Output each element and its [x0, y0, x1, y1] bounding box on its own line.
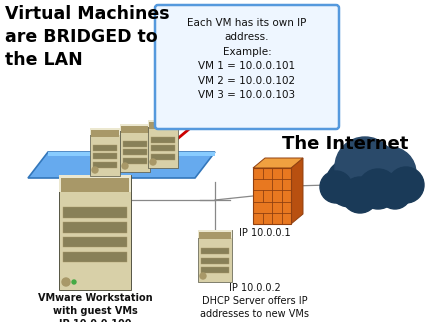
Bar: [61, 178, 129, 192]
FancyBboxPatch shape: [198, 230, 232, 282]
Circle shape: [379, 177, 411, 209]
Circle shape: [358, 169, 398, 209]
Bar: [149, 122, 177, 129]
Circle shape: [122, 163, 128, 169]
Bar: [123, 149, 147, 155]
Bar: [63, 222, 127, 232]
Circle shape: [335, 137, 395, 197]
Bar: [121, 126, 149, 133]
Bar: [151, 146, 175, 151]
Bar: [151, 154, 175, 160]
Bar: [253, 168, 291, 224]
Text: The Internet: The Internet: [282, 135, 408, 153]
Text: Virtual Machines
are BRIDGED to
the LAN: Virtual Machines are BRIDGED to the LAN: [5, 5, 170, 69]
Circle shape: [320, 171, 352, 203]
Bar: [63, 252, 127, 262]
Circle shape: [92, 167, 98, 173]
Bar: [91, 130, 119, 137]
Bar: [148, 120, 178, 127]
Bar: [201, 248, 229, 254]
Polygon shape: [28, 152, 215, 178]
Circle shape: [150, 159, 156, 165]
Bar: [201, 258, 229, 264]
FancyBboxPatch shape: [90, 128, 120, 176]
Bar: [93, 154, 117, 159]
Polygon shape: [291, 158, 303, 224]
Bar: [59, 175, 131, 192]
Circle shape: [364, 147, 416, 199]
Bar: [63, 207, 127, 218]
Circle shape: [72, 280, 76, 284]
Text: IP 10.0.0.1: IP 10.0.0.1: [239, 228, 291, 238]
FancyBboxPatch shape: [155, 5, 339, 129]
Polygon shape: [253, 158, 303, 168]
FancyBboxPatch shape: [120, 124, 150, 172]
Circle shape: [342, 177, 378, 213]
FancyBboxPatch shape: [148, 120, 178, 168]
Bar: [199, 232, 231, 239]
Bar: [198, 230, 232, 238]
Bar: [123, 158, 147, 164]
Text: Each VM has its own IP
address.
Example:
VM 1 = 10.0.0.101
VM 2 = 10.0.0.102
VM : Each VM has its own IP address. Example:…: [187, 18, 307, 100]
Circle shape: [326, 159, 374, 207]
Text: VMware Workstation
with guest VMs
IP 10.0.0.100: VMware Workstation with guest VMs IP 10.…: [38, 293, 152, 322]
Ellipse shape: [325, 180, 415, 206]
Text: IP 10.0.0.2
DHCP Server offers IP
addresses to new VMs: IP 10.0.0.2 DHCP Server offers IP addres…: [201, 283, 310, 319]
Bar: [120, 124, 150, 131]
Polygon shape: [48, 152, 215, 156]
Circle shape: [62, 278, 70, 286]
Bar: [201, 267, 229, 273]
Bar: [151, 137, 175, 143]
Bar: [63, 237, 127, 247]
Bar: [93, 162, 117, 168]
Bar: [93, 145, 117, 151]
FancyBboxPatch shape: [59, 175, 131, 290]
Circle shape: [388, 167, 424, 203]
Circle shape: [200, 273, 206, 279]
Bar: [123, 141, 147, 147]
Bar: [90, 128, 120, 135]
